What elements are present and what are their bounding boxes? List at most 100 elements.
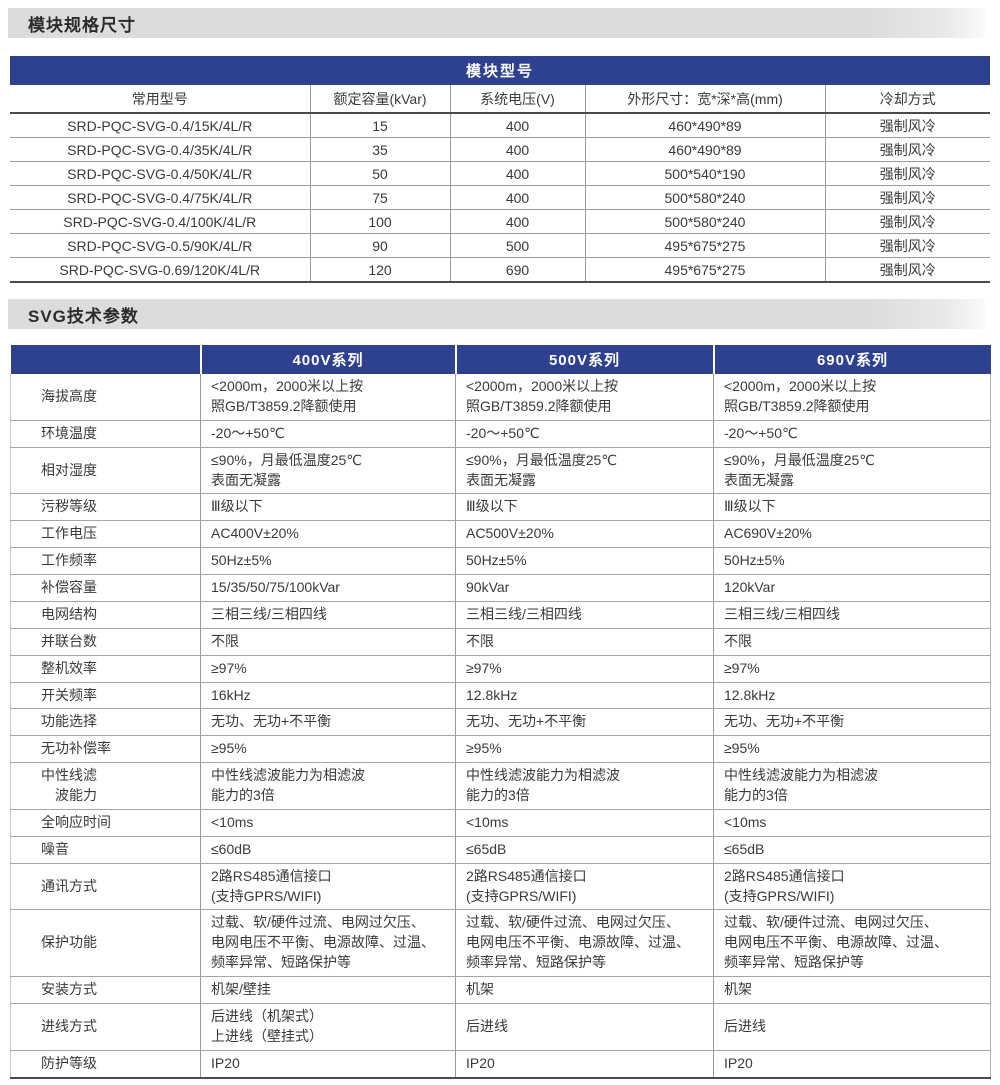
model-cell: SRD-PQC-SVG-0.4/100K/4L/R	[10, 209, 310, 234]
param-value-400v: 无功、无功+不平衡	[200, 708, 456, 737]
param-label: 保护功能	[10, 909, 201, 977]
param-row-altitude: 海拔高度 <2000m，2000米以上按 照GB/T3859.2降额使用 <20…	[10, 374, 991, 421]
param-row-parallel-units: 并联台数 不限 不限 不限	[10, 628, 991, 656]
param-value-400v: 16kHz	[200, 682, 456, 710]
table-row: SRD-PQC-SVG-0.4/50K/4L/R 50 400 500*540*…	[10, 161, 990, 186]
model-cell: SRD-PQC-SVG-0.5/90K/4L/R	[10, 233, 310, 258]
cooling-cell: 强制风冷	[824, 137, 990, 162]
param-value-400v: ≥97%	[200, 655, 456, 683]
col-header-400v-series: 400V系列	[199, 345, 456, 374]
param-label: 工作电压	[10, 520, 201, 549]
voltage-cell: 400	[449, 209, 585, 234]
param-label: 通讯方式	[10, 863, 201, 911]
params-corner-cell	[10, 345, 201, 374]
param-value-500v: 12.8kHz	[455, 682, 714, 710]
dimensions-cell: 460*490*89	[584, 137, 825, 162]
cooling-cell: 强制风冷	[824, 257, 990, 283]
param-row-communication: 通讯方式 2路RS485通信接口 (支持GPRS/WIFI) 2路RS485通信…	[10, 863, 991, 911]
param-label: 功能选择	[10, 708, 201, 737]
param-row-protection-functions: 保护功能 过载、软/硬件过流、电网过欠压、 电网电压不平衡、电源故障、过温、 频…	[10, 909, 991, 977]
param-row-ambient-temp: 环境温度 -20～+50℃ -20～+50℃ -20～+50℃	[10, 420, 991, 448]
param-value-690v: 后进线	[713, 1003, 991, 1051]
module-table-title: 模块型号	[10, 56, 990, 85]
param-label: 污秽等级	[10, 493, 201, 522]
param-value-690v: 三相三线/三相四线	[713, 601, 991, 629]
param-value-500v: 三相三线/三相四线	[455, 601, 714, 629]
param-value-400v: ≤60dB	[200, 836, 456, 864]
model-cell: SRD-PQC-SVG-0.4/15K/4L/R	[10, 113, 310, 138]
param-value-400v: <10ms	[200, 809, 456, 837]
section-bar-module-spec: 模块规格尺寸	[8, 8, 985, 38]
param-value-500v: 无功、无功+不平衡	[455, 708, 714, 737]
capacity-cell: 50	[309, 161, 450, 186]
svg-params-table: 400V系列 500V系列 690V系列 海拔高度 <2000m，2000米以上…	[10, 345, 991, 1079]
param-label: 电网结构	[10, 601, 201, 629]
module-table-header-row: 常用型号 额定容量(kVar) 系统电压(V) 外形尺寸：宽*深*高(mm) 冷…	[10, 85, 990, 114]
capacity-cell: 75	[309, 185, 450, 210]
cooling-cell: 强制风冷	[824, 185, 990, 210]
param-value-400v: 三相三线/三相四线	[200, 601, 456, 629]
param-value-690v: <10ms	[713, 809, 991, 837]
param-label: 开关频率	[10, 682, 201, 710]
dimensions-cell: 500*580*240	[584, 185, 825, 210]
param-value-690v: 2路RS485通信接口 (支持GPRS/WIFI)	[713, 863, 991, 911]
col-header-cooling: 冷却方式	[824, 85, 990, 114]
param-value-400v: AC400V±20%	[200, 520, 456, 549]
param-value-690v: 无功、无功+不平衡	[713, 708, 991, 737]
voltage-cell: 400	[449, 185, 585, 210]
capacity-cell: 35	[309, 137, 450, 162]
param-value-500v: ≥95%	[455, 735, 714, 764]
col-header-dimensions: 外形尺寸：宽*深*高(mm)	[584, 85, 825, 114]
param-row-neutral-filter-capability: 中性线滤 波能力 中性线滤波能力为相滤波 能力的3倍 中性线滤波能力为相滤波 能…	[10, 762, 991, 810]
capacity-cell: 90	[309, 233, 450, 258]
param-label: 相对湿度	[10, 447, 201, 495]
dimensions-cell: 495*675*275	[584, 257, 825, 283]
table-row: SRD-PQC-SVG-0.4/15K/4L/R 15 400 460*490*…	[10, 113, 990, 138]
table-row: SRD-PQC-SVG-0.4/35K/4L/R 35 400 460*490*…	[10, 137, 990, 162]
param-value-400v: 机架/壁挂	[200, 976, 456, 1004]
model-cell: SRD-PQC-SVG-0.4/35K/4L/R	[10, 137, 310, 162]
param-row-efficiency: 整机效率 ≥97% ≥97% ≥97%	[10, 655, 991, 683]
table-row: SRD-PQC-SVG-0.4/100K/4L/R 100 400 500*58…	[10, 209, 990, 234]
param-row-working-voltage: 工作电压 AC400V±20% AC500V±20% AC690V±20%	[10, 520, 991, 549]
capacity-cell: 120	[309, 257, 450, 283]
param-value-400v: 2路RS485通信接口 (支持GPRS/WIFI)	[200, 863, 456, 911]
param-value-500v: AC500V±20%	[455, 520, 714, 549]
param-value-500v: ≤90%，月最低温度25℃ 表面无凝露	[455, 447, 714, 495]
param-label: 中性线滤 波能力	[10, 762, 201, 810]
param-value-400v: ≥95%	[200, 735, 456, 764]
voltage-cell: 400	[449, 113, 585, 138]
table-row: SRD-PQC-SVG-0.69/120K/4L/R 120 690 495*6…	[10, 257, 990, 283]
param-value-500v: ≤65dB	[455, 836, 714, 864]
dimensions-cell: 500*540*190	[584, 161, 825, 186]
param-label: 进线方式	[10, 1003, 201, 1051]
param-value-500v: -20～+50℃	[455, 420, 714, 448]
param-value-400v: 50Hz±5%	[200, 547, 456, 575]
param-label: 整机效率	[10, 655, 201, 683]
param-label: 无功补偿率	[10, 735, 201, 764]
param-value-690v: <2000m，2000米以上按 照GB/T3859.2降额使用	[713, 374, 991, 421]
param-value-690v: ≥95%	[713, 735, 991, 764]
param-value-690v: ≤90%，月最低温度25℃ 表面无凝露	[713, 447, 991, 495]
param-value-400v: IP20	[200, 1050, 456, 1079]
param-row-protection-degree: 防护等级 IP20 IP20 IP20	[10, 1050, 991, 1079]
param-value-400v: 不限	[200, 628, 456, 656]
param-value-400v: 中性线滤波能力为相滤波 能力的3倍	[200, 762, 456, 810]
param-value-690v: 过载、软/硬件过流、电网过欠压、 电网电压不平衡、电源故障、过温、 频率异常、短…	[713, 909, 991, 977]
voltage-cell: 400	[449, 137, 585, 162]
param-row-grid-structure: 电网结构 三相三线/三相四线 三相三线/三相四线 三相三线/三相四线	[10, 601, 991, 629]
params-header-row: 400V系列 500V系列 690V系列	[10, 345, 991, 374]
param-label: 安装方式	[10, 976, 201, 1004]
param-value-400v: <2000m，2000米以上按 照GB/T3859.2降额使用	[200, 374, 456, 421]
param-value-400v: 后进线（机架式） 上进线（壁挂式）	[200, 1003, 456, 1051]
param-label: 防护等级	[10, 1050, 201, 1079]
param-value-500v: 过载、软/硬件过流、电网过欠压、 电网电压不平衡、电源故障、过温、 频率异常、短…	[455, 909, 714, 977]
param-value-690v: ≥97%	[713, 655, 991, 683]
param-value-400v: Ⅲ级以下	[200, 493, 456, 522]
dimensions-cell: 495*675*275	[584, 233, 825, 258]
cooling-cell: 强制风冷	[824, 209, 990, 234]
col-header-system-voltage: 系统电压(V)	[449, 85, 585, 114]
col-header-model: 常用型号	[10, 85, 310, 114]
param-value-690v: ≤65dB	[713, 836, 991, 864]
